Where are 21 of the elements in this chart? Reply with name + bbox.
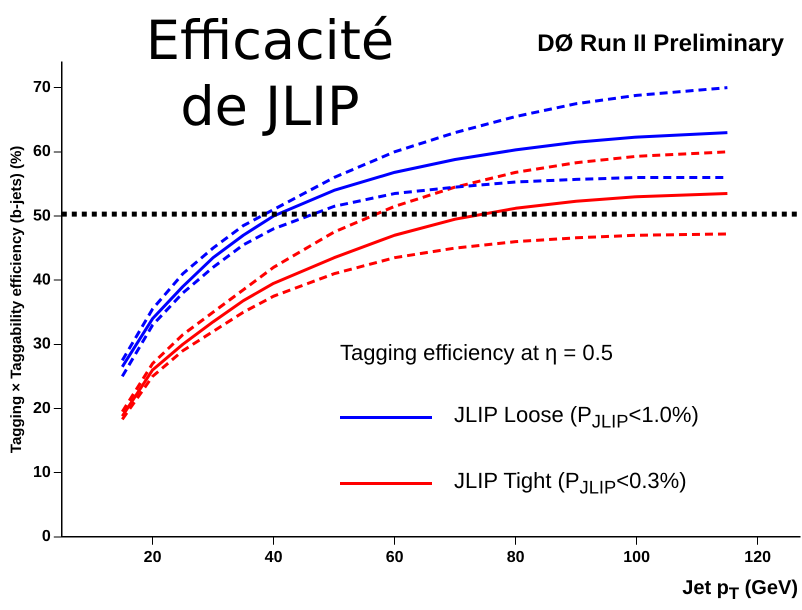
legend-label: JLIP Loose (P$_{JLIP}$<1.0%) — [454, 402, 699, 432]
x-axis-title: Jet p$_{T}$ (GeV) — [682, 577, 798, 604]
x-tick-label: 80 — [506, 548, 525, 566]
legend-title: Tagging efficiency at η = 0.5 — [340, 340, 614, 366]
y-tick-label: 20 — [33, 400, 51, 417]
chart-title: DØ Run II Preliminary — [537, 30, 784, 58]
y-tick-label: 50 — [33, 207, 51, 224]
y-tick-label: 30 — [33, 336, 51, 353]
y-tick-label: 10 — [33, 464, 51, 482]
x-tick-label: 120 — [744, 548, 772, 566]
x-tick-label: 40 — [264, 548, 283, 566]
y-tick-label: 0 — [42, 528, 51, 546]
y-tick-label: 70 — [33, 79, 51, 96]
annotation: Efficacité de JLIP — [144, 8, 396, 140]
y-axis-title: Tagging × Taggability efficiency (b-jets) (%) — [8, 146, 26, 454]
x-tick-label: 100 — [623, 548, 650, 566]
y-tick-label: 60 — [33, 143, 51, 160]
legend-label: JLIP Tight (P$_{JLIP}$<0.3%) — [454, 468, 687, 498]
y-tick-label: 40 — [33, 272, 51, 289]
x-tick-label: 60 — [386, 548, 404, 566]
x-tick-label: 20 — [144, 548, 162, 566]
